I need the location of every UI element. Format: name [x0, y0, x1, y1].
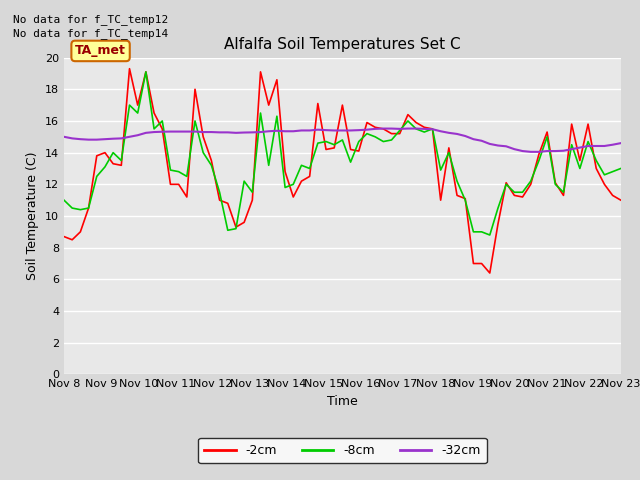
Title: Alfalfa Soil Temperatures Set C: Alfalfa Soil Temperatures Set C — [224, 37, 461, 52]
Text: No data for f_TC_temp14: No data for f_TC_temp14 — [13, 28, 168, 39]
X-axis label: Time: Time — [327, 395, 358, 408]
Legend: -2cm, -8cm, -32cm: -2cm, -8cm, -32cm — [198, 438, 487, 463]
Text: TA_met: TA_met — [75, 45, 126, 58]
Y-axis label: Soil Temperature (C): Soil Temperature (C) — [26, 152, 40, 280]
Text: No data for f_TC_temp12: No data for f_TC_temp12 — [13, 13, 168, 24]
